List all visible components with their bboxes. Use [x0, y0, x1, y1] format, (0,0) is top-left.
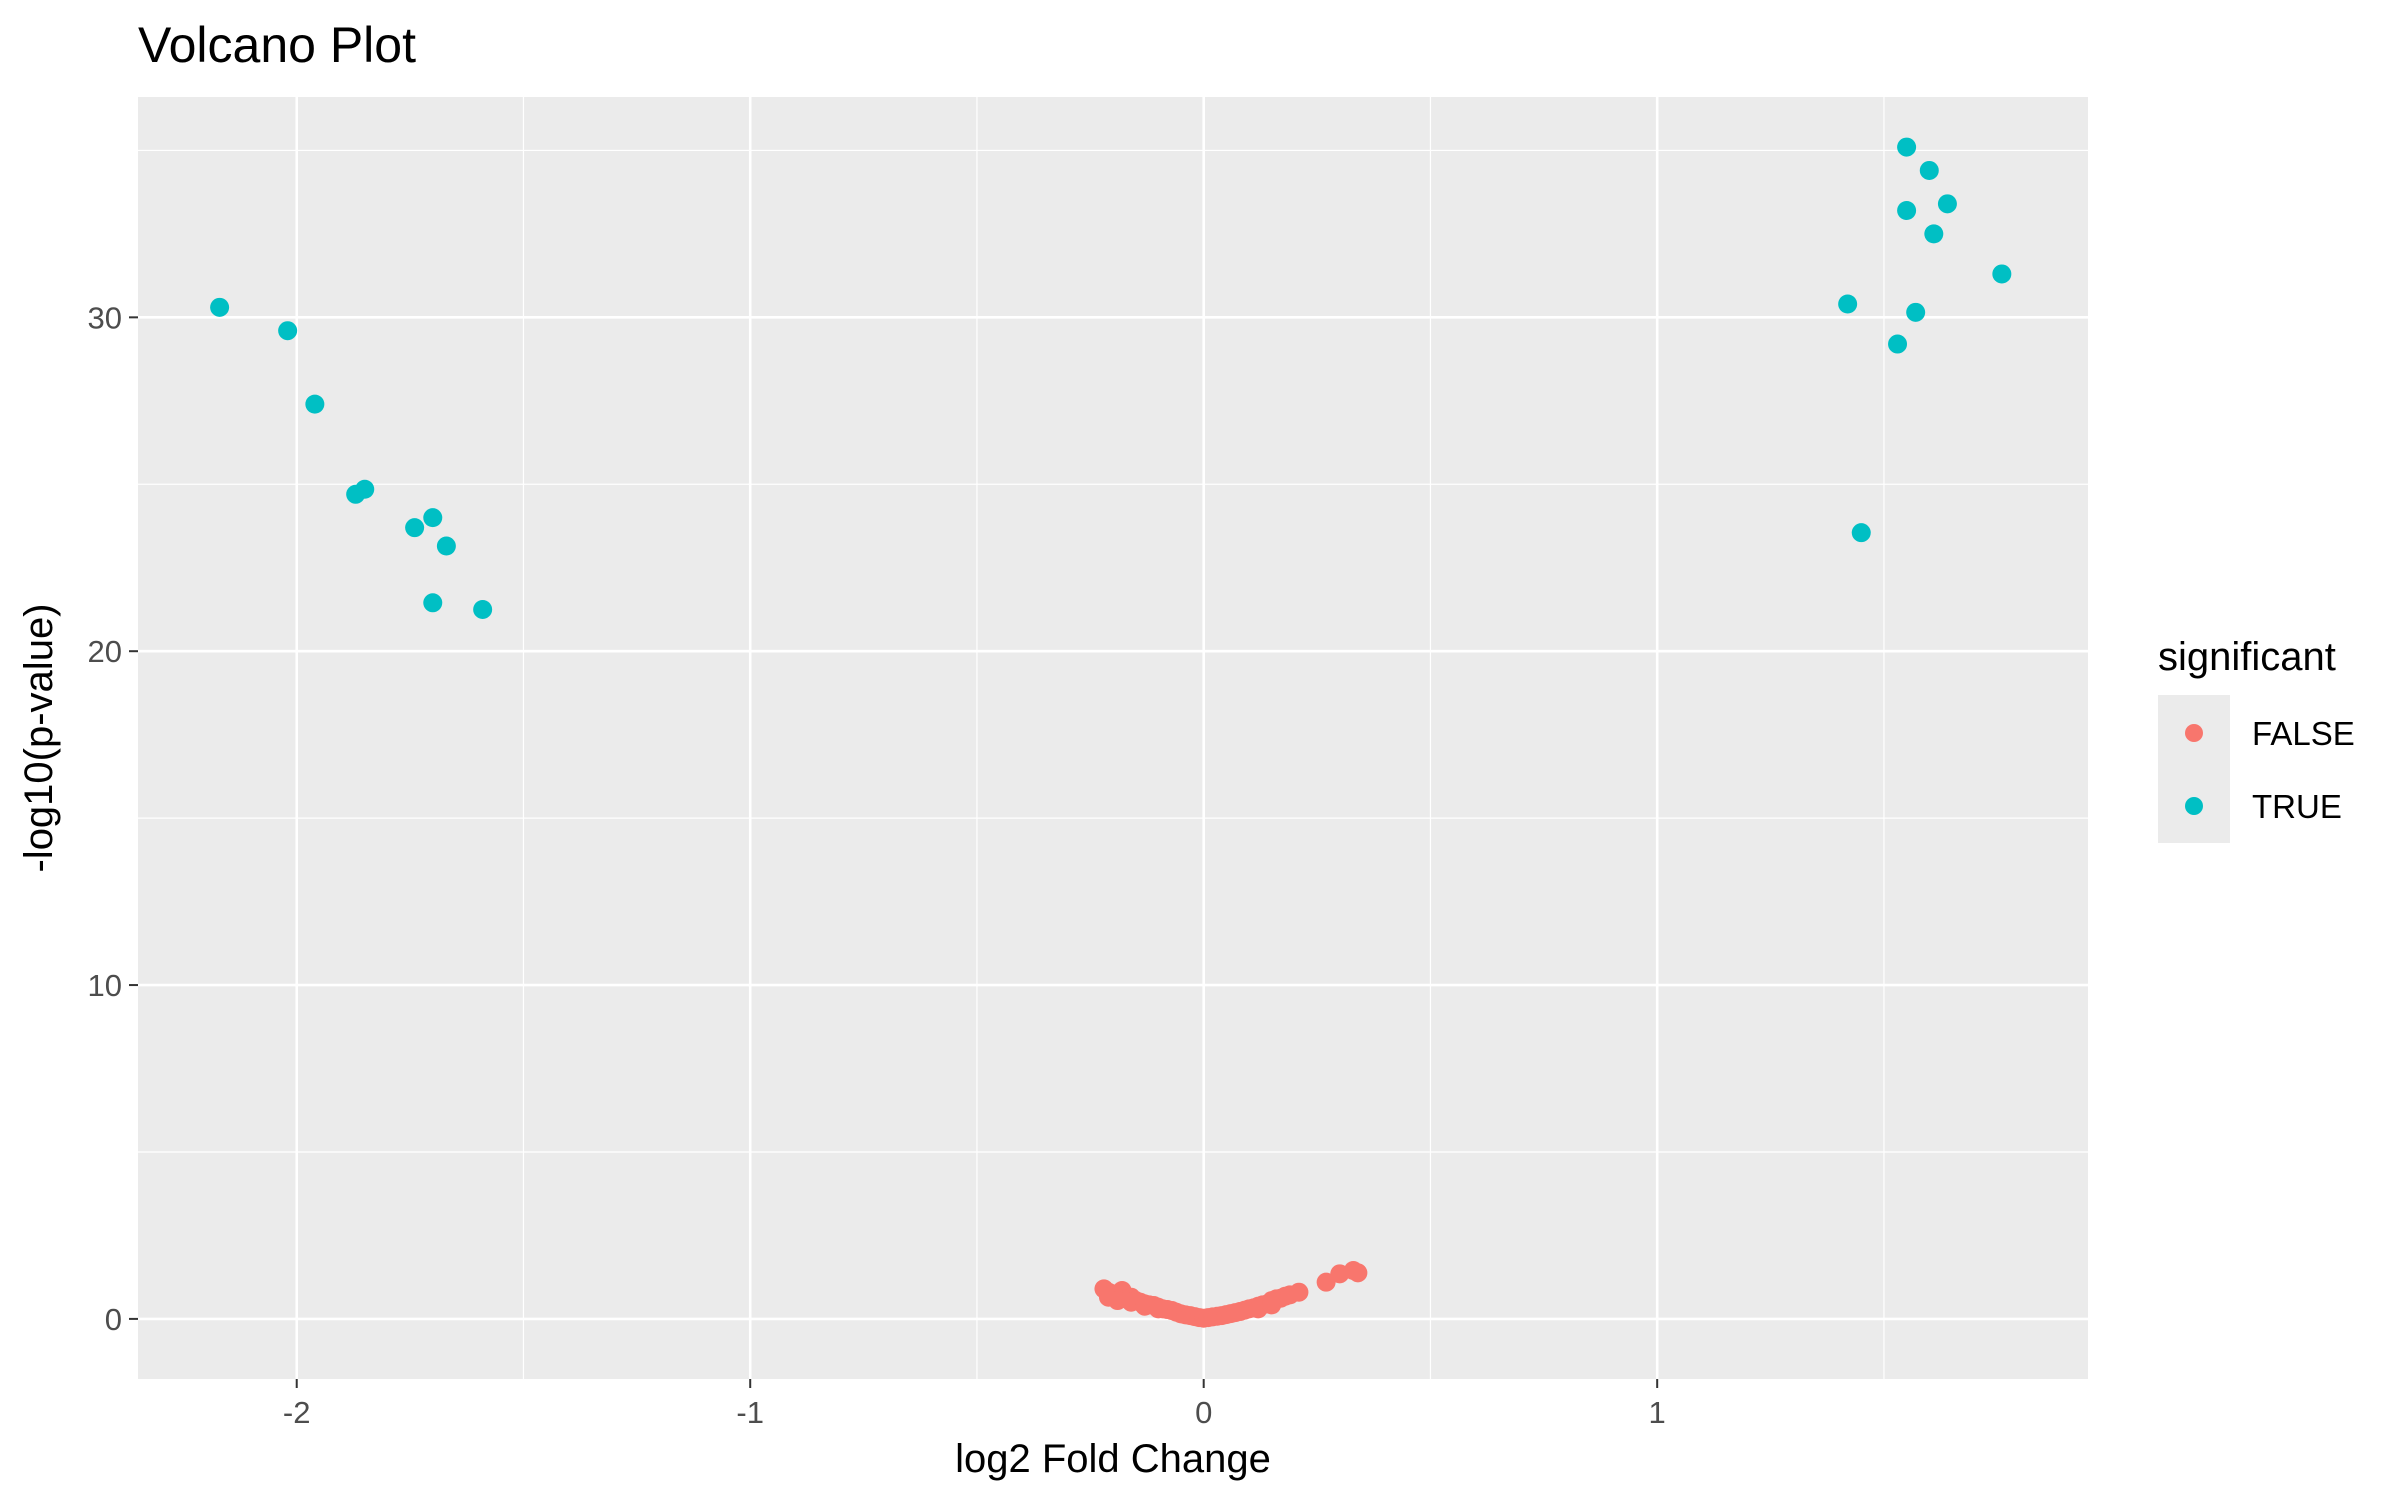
- point-false: [1148, 1299, 1168, 1319]
- point-false: [1262, 1295, 1282, 1315]
- legend-keys-background: [2158, 695, 2230, 843]
- x-tick-label: 0: [1195, 1395, 1212, 1430]
- point-true: [1897, 137, 1917, 157]
- y-axis-title: -log10(p-value): [17, 603, 61, 872]
- x-axis-ticks: -2 -1 0 1: [283, 1379, 1666, 1430]
- legend-key-true: [2185, 797, 2203, 815]
- point-true: [355, 479, 375, 499]
- point-true: [278, 321, 298, 341]
- point-true: [405, 518, 425, 538]
- point-true: [1919, 160, 1939, 180]
- x-tick-label: 1: [1649, 1395, 1666, 1430]
- point-true: [1992, 264, 2012, 284]
- x-axis-title: log2 Fold Change: [955, 1437, 1271, 1481]
- legend-label-true: TRUE: [2252, 788, 2342, 825]
- point-true: [1924, 224, 1944, 244]
- point-true: [436, 536, 456, 556]
- data-points: [210, 137, 2012, 1328]
- major-grid: [138, 97, 2088, 1379]
- legend-label-false: FALSE: [2252, 715, 2355, 752]
- y-axis-ticks: 0 10 20 30: [88, 300, 138, 1337]
- point-true: [423, 508, 443, 528]
- minor-grid: [138, 97, 2088, 1379]
- point-true: [305, 394, 325, 414]
- y-tick-label: 20: [88, 634, 122, 669]
- point-false: [1289, 1282, 1309, 1302]
- y-tick-label: 30: [88, 300, 122, 335]
- chart-title: Volcano Plot: [138, 17, 416, 73]
- point-true: [210, 297, 230, 317]
- point-false: [1348, 1263, 1368, 1283]
- y-tick-label: 10: [88, 968, 122, 1003]
- legend-key-false: [2185, 724, 2203, 742]
- point-true: [1888, 334, 1908, 354]
- point-true: [473, 599, 493, 619]
- point-true: [423, 593, 443, 613]
- legend: significant FALSE TRUE: [2158, 635, 2355, 843]
- point-true: [1851, 523, 1871, 543]
- point-true: [1906, 302, 1926, 322]
- x-tick-label: -1: [736, 1395, 764, 1430]
- point-true: [1897, 201, 1917, 221]
- plot-panel: [138, 97, 2088, 1379]
- point-true: [1838, 294, 1858, 314]
- x-tick-label: -2: [283, 1395, 311, 1430]
- legend-title: significant: [2158, 635, 2336, 679]
- point-true: [1937, 194, 1957, 214]
- point-false: [1316, 1272, 1336, 1292]
- y-tick-label: 0: [105, 1302, 122, 1337]
